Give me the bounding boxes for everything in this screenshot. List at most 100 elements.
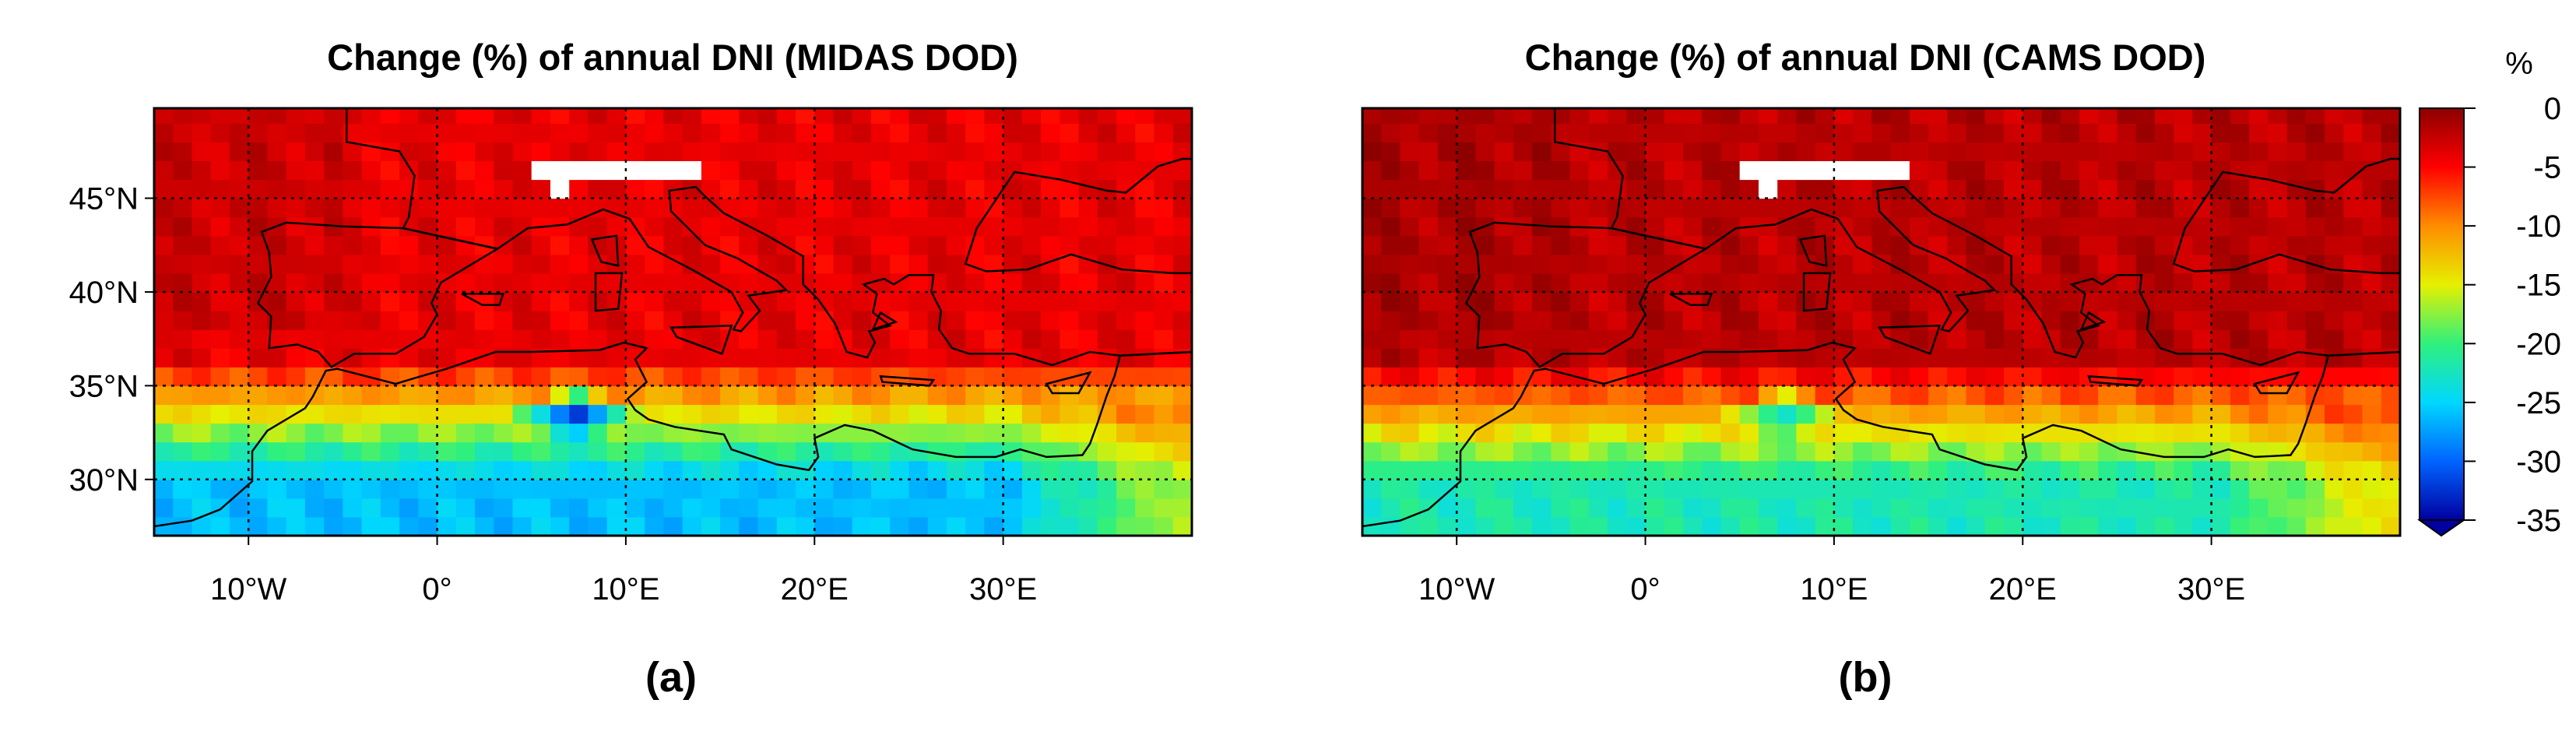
raster-cell (1021, 273, 1042, 293)
raster-cell (1777, 423, 1797, 443)
raster-cell (1172, 292, 1192, 311)
raster-cell (2154, 216, 2174, 237)
raster-cell (1154, 348, 1174, 367)
raster-cell (1569, 479, 1590, 499)
raster-cell (1588, 292, 1608, 311)
raster-cell (1720, 142, 1741, 161)
raster-cell (984, 216, 1004, 237)
raster-cell (2060, 498, 2080, 518)
raster-cell (304, 498, 325, 518)
raster-cell (663, 404, 684, 424)
raster-cell (267, 423, 287, 443)
raster-cell (1833, 311, 1854, 330)
raster-cell (588, 273, 608, 293)
raster-cell (588, 460, 608, 480)
raster-cell (173, 423, 192, 443)
raster-cell (286, 198, 306, 218)
raster-cell (1003, 273, 1023, 293)
raster-cell (1513, 311, 1533, 330)
raster-cell (1116, 235, 1136, 255)
raster-cell (399, 254, 419, 274)
raster-cell (531, 479, 551, 499)
raster-cell (494, 516, 514, 536)
raster-cell (1966, 142, 1986, 161)
raster-cell (512, 123, 532, 142)
raster-cell (1135, 460, 1155, 480)
raster-cell (1608, 441, 1627, 462)
raster-cell (2381, 179, 2400, 199)
raster-cell (1400, 254, 1420, 274)
raster-cell (1645, 385, 1665, 406)
raster-cell (833, 142, 853, 161)
raster-cell (1003, 235, 1023, 255)
raster-cell (814, 108, 835, 124)
raster-cell (965, 516, 985, 536)
raster-cell (1381, 179, 1400, 199)
raster-cell (361, 179, 381, 199)
raster-cell (663, 108, 684, 124)
raster-cell (512, 216, 532, 237)
raster-cell (2098, 404, 2117, 424)
raster-cell (2098, 479, 2117, 499)
raster-cell (2098, 179, 2117, 199)
raster-cell (2022, 348, 2043, 367)
raster-cell (154, 498, 174, 518)
raster-cell (606, 460, 627, 480)
raster-cell (2117, 273, 2137, 293)
raster-cell (361, 160, 381, 181)
raster-cell (776, 254, 796, 274)
raster-cell (210, 160, 230, 181)
raster-cell (2286, 479, 2307, 499)
raster-cell (2079, 423, 2099, 443)
raster-cell (1702, 123, 1722, 142)
raster-cell (1021, 142, 1042, 161)
raster-cell (1833, 367, 1854, 386)
raster-cell (682, 516, 702, 536)
raster-cell (1796, 160, 1816, 181)
raster-cell (1739, 123, 1759, 142)
raster-cell (1702, 441, 1722, 462)
raster-cell (984, 385, 1004, 406)
raster-cell (192, 311, 212, 330)
raster-cell (682, 385, 702, 406)
raster-cell (1759, 329, 1778, 349)
raster-cell (304, 160, 325, 181)
raster-cell (645, 108, 664, 124)
raster-cell (399, 160, 419, 181)
raster-cell (1551, 441, 1571, 462)
raster-cell (776, 367, 796, 386)
raster-cell (1494, 142, 1514, 161)
raster-cell (720, 179, 740, 199)
raster-cell (1645, 329, 1665, 349)
raster-cell (739, 123, 759, 142)
raster-cell (1021, 516, 1042, 536)
raster-cell (1154, 123, 1174, 142)
raster-cell (890, 216, 909, 237)
raster-cell (1060, 235, 1080, 255)
raster-cell (324, 142, 343, 161)
raster-cell (965, 292, 985, 311)
raster-cell (1702, 273, 1722, 293)
raster-cell (1418, 198, 1439, 218)
raster-cell (2154, 498, 2174, 518)
raster-cell (210, 441, 230, 462)
raster-cell (946, 198, 966, 218)
raster-cell (1060, 123, 1080, 142)
raster-cell (2249, 216, 2268, 237)
raster-cell (1532, 123, 1552, 142)
raster-cell (1890, 273, 1910, 293)
raster-cell (1739, 404, 1759, 424)
raster-cell (1532, 498, 1552, 518)
raster-cell (192, 108, 212, 124)
raster-cell (796, 329, 815, 349)
raster-cell (720, 367, 740, 386)
raster-cell (1475, 460, 1495, 480)
raster-cell (1513, 441, 1533, 462)
raster-cell (418, 441, 438, 462)
raster-cell (1702, 142, 1722, 161)
raster-cell (1041, 460, 1060, 480)
raster-cell (1626, 235, 1646, 255)
raster-cell (927, 460, 947, 480)
raster-cell (1702, 516, 1722, 536)
raster-cell (494, 441, 514, 462)
